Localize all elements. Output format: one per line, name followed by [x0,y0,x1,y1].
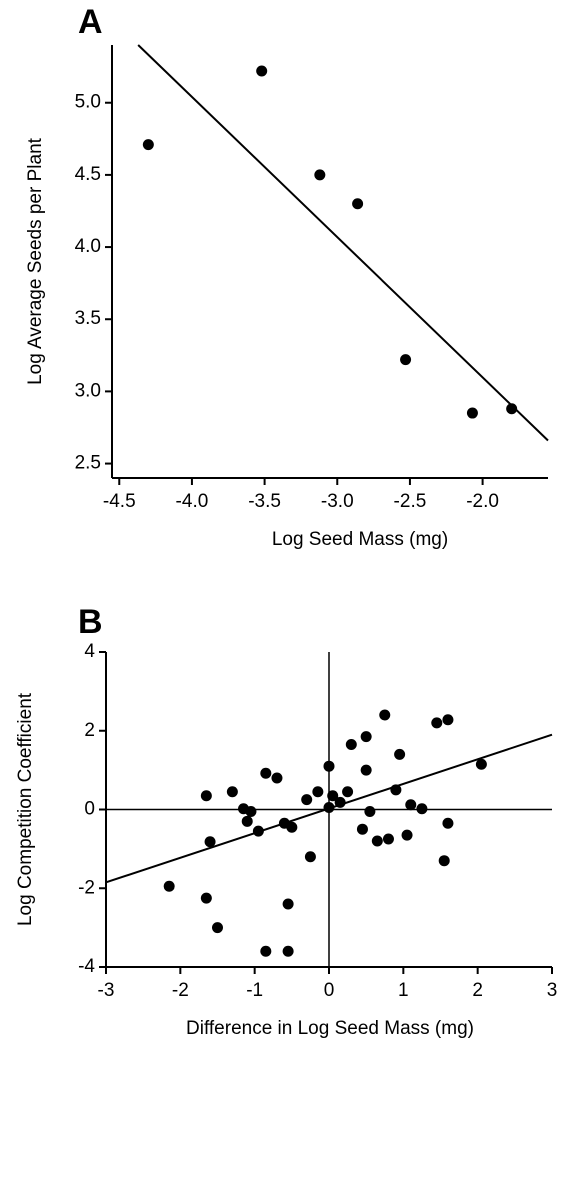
point [282,898,294,910]
x-tick-label: -2 [172,980,189,1001]
point [379,709,391,721]
point [400,354,412,366]
point [390,784,402,796]
y-tick-label: 4.5 [75,164,101,185]
point [260,945,272,957]
x-tick-label: -2.0 [466,491,499,512]
point [342,786,354,798]
x-tick-label: -4.5 [103,491,136,512]
point [506,403,518,415]
point [442,817,454,829]
point [360,731,372,743]
y-tick-label: 4.0 [75,236,101,257]
y-tick-label: 2 [84,720,95,741]
point [245,805,257,817]
fit-line [137,44,549,442]
point [256,65,268,77]
x-tick-label: 1 [398,980,409,1001]
point [345,739,357,751]
point [304,851,316,863]
point [327,790,339,802]
point [334,796,346,808]
point [382,833,394,845]
point [401,829,413,841]
point [241,815,253,827]
point [204,836,216,848]
x-tick-label: -3.0 [321,491,354,512]
x-axis-label: Difference in Log Seed Mass (mg) [186,1018,474,1039]
panel-label: B [78,603,103,641]
y-tick-label: 0 [84,799,95,820]
point [314,169,326,181]
point [405,799,417,811]
point [371,835,383,847]
point [260,767,272,779]
x-tick-label: -3.5 [248,491,281,512]
point [301,794,313,806]
point [416,803,428,815]
point [286,821,298,833]
point [360,764,372,776]
point [323,802,335,814]
point [212,922,223,934]
panel-label: A [78,3,103,41]
y-tick-label: 5.0 [75,92,101,113]
x-tick-label: 0 [324,980,335,1001]
y-axis-label: Log Competition Coefficient [15,692,36,926]
point [431,717,443,729]
point [475,758,487,770]
point [163,880,175,892]
y-tick-label: 2.5 [75,453,101,474]
y-tick-label: 3.0 [75,380,101,401]
point [323,760,335,772]
point [142,139,154,151]
y-tick-label: -2 [78,877,95,898]
point [200,892,212,904]
point [364,805,376,817]
y-tick-label: 3.5 [75,308,101,329]
x-tick-label: 3 [547,980,558,1001]
point [200,790,212,802]
point [352,198,364,210]
y-axis-label: Log Average Seeds per Plant [25,137,46,385]
point [356,823,368,835]
x-tick-label: -2.5 [394,491,427,512]
x-tick-label: -1 [246,980,263,1001]
point [252,825,264,837]
point [466,407,478,419]
point [442,714,454,726]
point [226,786,238,798]
point [312,786,324,798]
y-tick-label: -4 [78,956,95,977]
x-tick-label: 2 [472,980,483,1001]
x-tick-label: -4.0 [176,491,209,512]
x-axis-label: Log Seed Mass (mg) [272,529,448,550]
point [271,772,283,784]
point [394,748,406,760]
point [282,945,294,957]
x-tick-label: -3 [98,980,115,1001]
y-tick-label: 4 [84,641,95,662]
point [438,855,450,867]
